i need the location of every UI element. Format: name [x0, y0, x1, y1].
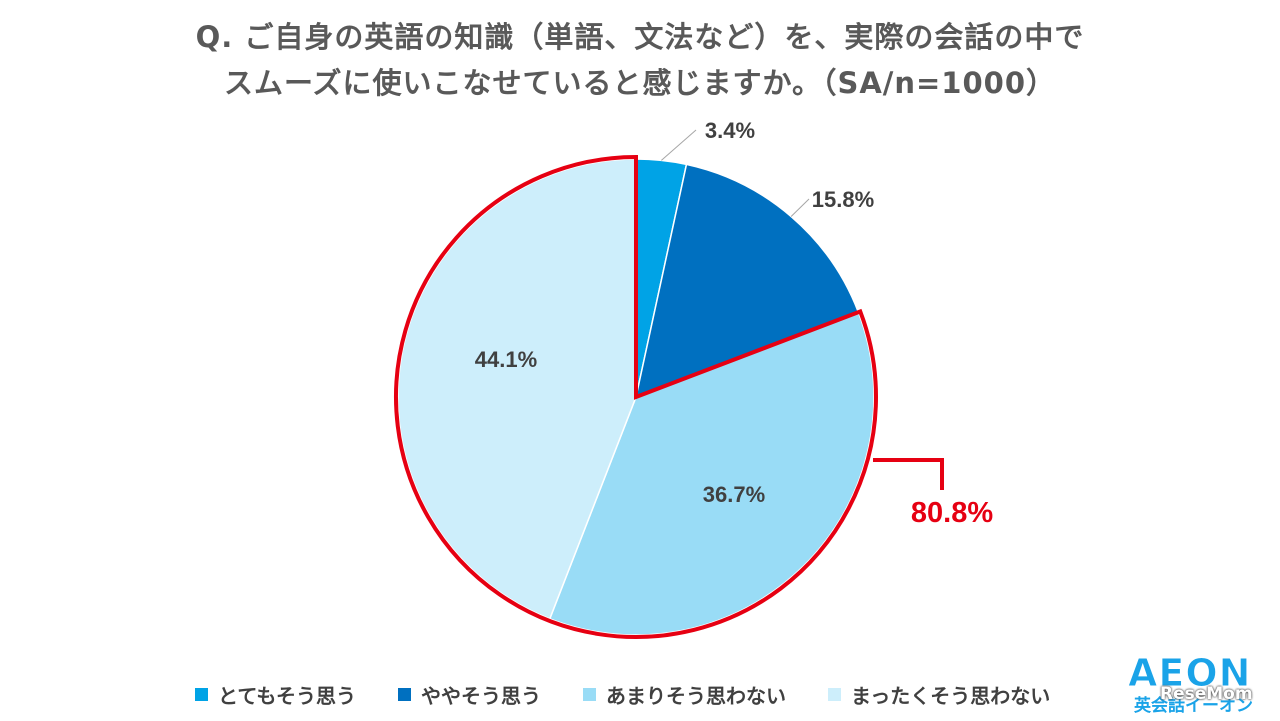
pie-slice-3: [548, 311, 875, 636]
pie-slice-2: [634, 163, 860, 399]
legend-label: とてもそう思う: [218, 684, 356, 708]
logo-subtext: 英会話イーオン: [1134, 696, 1253, 716]
watermark: ReseMom: [1160, 684, 1253, 704]
legend-item-4: まったくそう思わない: [828, 680, 1050, 709]
legend-item-2: ややそう思う: [398, 680, 541, 709]
chart-title-line-2: スムーズに使いこなせていると感じますか。（SA/n=1000）: [223, 66, 1057, 100]
highlight-border: [394, 154, 878, 639]
pie-slice-4: [397, 158, 637, 620]
leader-line-1: [661, 129, 697, 161]
legend-label: ややそう思う: [421, 684, 541, 708]
data-label-3: 36.7%: [703, 482, 765, 507]
legend-label: あまりそう思わない: [606, 684, 786, 708]
legend-label: まったくそう思わない: [851, 684, 1051, 708]
chart-title-line-1: Q. ご自身の英語の知識（単語、文法など）を、実際の会話の中で: [195, 20, 1085, 54]
legend-item-3: あまりそう思わない: [583, 680, 786, 709]
leader-lines: [661, 129, 810, 217]
chart-legend: とてもそう思う ややそう思う あまりそう思わない まったくそう思わない: [195, 680, 1050, 709]
highlight-outline: 80.8%: [394, 154, 993, 639]
highlight-total-label: 80.8%: [911, 497, 993, 529]
legend-item-1: とてもそう思う: [195, 680, 356, 709]
data-labels: 3.4% 15.8% 36.7% 44.1%: [475, 118, 874, 507]
legend-swatch: [828, 688, 841, 701]
data-label-1: 3.4%: [705, 118, 755, 143]
aeon-logo: AEON 英会話イーオン: [1128, 652, 1273, 718]
logo-word: AEON: [1128, 651, 1252, 695]
pie-slices: [397, 158, 875, 636]
leader-line-2: [790, 198, 810, 217]
data-label-4: 44.1%: [475, 347, 537, 372]
chart-title: Q. ご自身の英語の知識（単語、文法など）を、実際の会話の中で スムーズに使いこ…: [0, 14, 1280, 106]
legend-swatch: [583, 688, 596, 701]
data-label-2: 15.8%: [812, 187, 874, 212]
legend-swatch: [398, 688, 411, 701]
legend-swatch: [195, 688, 208, 701]
highlight-bracket: [873, 458, 944, 490]
